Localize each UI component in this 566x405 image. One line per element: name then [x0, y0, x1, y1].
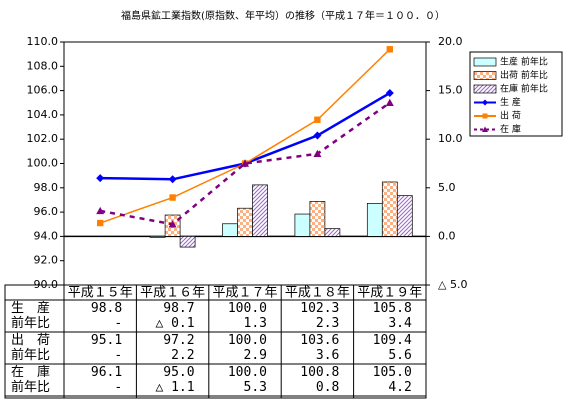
marker [169, 194, 176, 201]
x-tick-label: 平成１９年 [357, 286, 422, 301]
x-tick-label: 平成１５年 [68, 286, 133, 301]
bar [396, 195, 413, 237]
y2-tick-label: 5.0 [438, 181, 456, 194]
cell: 105.0 [373, 365, 412, 380]
row-label: 前年比 [11, 379, 50, 395]
line [99, 48, 391, 224]
line [99, 101, 391, 226]
cell: 2.9 [244, 348, 267, 363]
y-tick-label: 104.0 [27, 108, 59, 121]
cell: 105.8 [373, 301, 412, 316]
x-tick-label: 平成１８年 [285, 286, 350, 301]
bar [294, 213, 311, 237]
bar [237, 207, 253, 237]
marker [168, 220, 177, 228]
cell: △ 1.1 [155, 380, 194, 395]
marker [386, 46, 393, 53]
marker [97, 219, 104, 227]
bar [222, 223, 238, 237]
bar [324, 228, 341, 237]
y2-tick-label: 0.0 [438, 229, 456, 242]
cell: 100.0 [228, 365, 267, 380]
cell: 5.3 [244, 380, 267, 395]
legend-swatch [473, 84, 497, 94]
y2-tick-label: 10.0 [438, 132, 463, 145]
legend-marker [482, 99, 488, 106]
legend-label: 出荷 前年比 [500, 69, 548, 81]
cell: 95.1 [91, 333, 122, 348]
row-label: 前年比 [11, 315, 50, 331]
bar [179, 236, 196, 248]
cell: 100.8 [300, 365, 339, 380]
legend-label: 在 庫 [500, 123, 521, 135]
y-tick-label: 106.0 [27, 84, 59, 97]
row-label: 出 荷 [11, 333, 50, 348]
row-label: 生 産 [11, 300, 50, 316]
bar [366, 203, 383, 237]
marker [96, 174, 105, 183]
marker [385, 89, 394, 98]
bar [149, 236, 166, 238]
cell: 3.6 [316, 348, 339, 363]
legend [469, 51, 563, 137]
x-tick-label: 平成１７年 [212, 286, 277, 301]
y-tick-label: 110.0 [27, 35, 59, 48]
cell: 3.4 [388, 316, 412, 331]
cell: △ 0.1 [155, 316, 194, 331]
cell: 2.3 [316, 316, 339, 331]
legend-label: 出 荷 [500, 110, 521, 122]
y-tick-label: 100.0 [27, 157, 59, 170]
cell: 98.8 [91, 301, 122, 316]
cell: 95.0 [163, 365, 194, 380]
legend-label: 生 産 [500, 96, 521, 108]
x-tick-label: 平成１６年 [140, 286, 205, 301]
legend-swatch [473, 57, 497, 67]
cell: 1.3 [244, 316, 267, 331]
marker [385, 98, 394, 106]
marker [96, 206, 105, 215]
marker [313, 149, 322, 157]
marker [314, 116, 321, 123]
legend-swatch [473, 71, 497, 80]
y-tick-label: 94.0 [34, 229, 59, 242]
y2-tick-label: 20.0 [438, 35, 463, 48]
y-tick-label: 102.0 [27, 132, 59, 145]
cell: 109.4 [373, 333, 412, 348]
cell: 2.2 [171, 348, 194, 363]
cell: 0.8 [316, 380, 339, 395]
marker [313, 131, 322, 140]
cell: - [114, 316, 122, 331]
table-border [4, 284, 427, 399]
y-tick-label: 96.0 [34, 205, 59, 218]
y-tick-label: 98.0 [34, 181, 59, 194]
cell: 103.6 [300, 333, 339, 348]
cell: 4.2 [388, 380, 411, 395]
marker [168, 175, 177, 184]
cell: 5.6 [388, 348, 411, 363]
cell: - [114, 348, 122, 363]
cell: 102.3 [300, 301, 339, 316]
chart-title: 福島県鉱工業指数(原指数、年平均）の推移（平成１７年＝１００．０） [121, 9, 445, 22]
legend-marker [482, 126, 488, 132]
row-label: 前年比 [11, 347, 50, 363]
bar [309, 201, 326, 237]
cell: 97.2 [163, 333, 194, 348]
legend-label: 在庫 前年比 [500, 83, 548, 95]
cell: 100.0 [228, 301, 267, 316]
legend-marker [482, 113, 488, 119]
y-tick-label: 92.0 [34, 254, 59, 267]
y2-tick-label: △ 5.0 [438, 278, 467, 291]
bar [252, 184, 268, 237]
row-label: 在 庫 [11, 365, 50, 380]
legend-label: 生産 前年比 [500, 56, 548, 68]
cell: - [114, 380, 122, 395]
y2-tick-label: 15.0 [438, 84, 463, 97]
cell: 96.1 [91, 365, 122, 380]
cell: 98.7 [163, 301, 194, 316]
bar [381, 181, 398, 237]
marker [241, 159, 249, 167]
y-tick-label: 108.0 [27, 59, 59, 72]
cell: 100.0 [228, 333, 267, 348]
